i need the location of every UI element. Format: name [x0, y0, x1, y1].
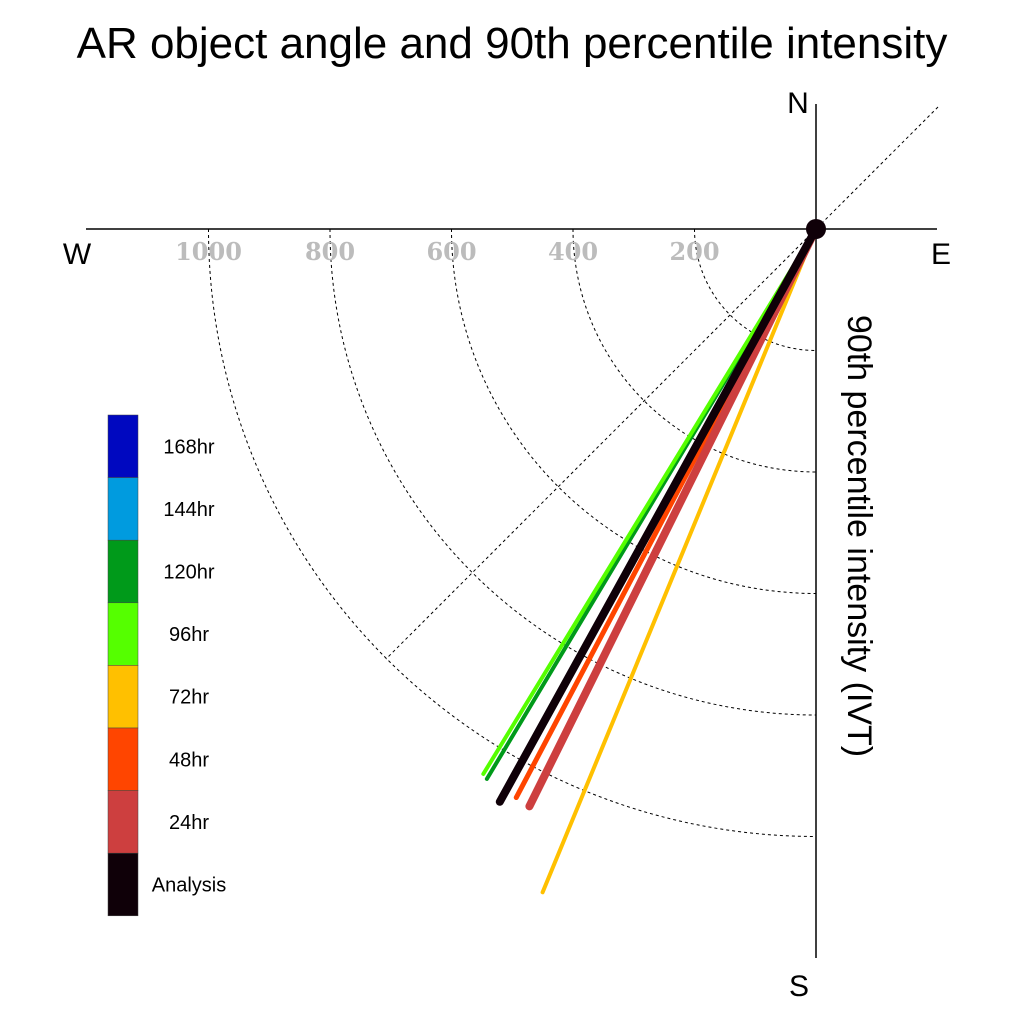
legend-swatch-96hr [107, 602, 139, 666]
legend-label-120hr: 120hr [163, 562, 214, 584]
legend-swatch-24hr [107, 790, 139, 854]
legend-label-144hr: 144hr [163, 499, 214, 521]
diagonal-reference-line [385, 106, 939, 660]
grid-ring-800 [329, 228, 817, 716]
legend-swatch-48hr [107, 727, 139, 791]
radial-axis-label: 90th percentile intensity (IVT) [840, 315, 878, 757]
grid-ring-1000 [208, 228, 817, 837]
vector-series [481, 225, 820, 895]
legend: 168hr 144hr 120hr 96hr 72hr 48hr 24hr Analysis [107, 414, 226, 917]
compass-west: W [63, 238, 92, 271]
radial-tick-labels: 200 400 600 800 1000 [175, 237, 719, 266]
legend-swatch-72hr [107, 665, 139, 729]
compass-east: E [931, 238, 951, 271]
legend-swatch-120hr [107, 539, 139, 604]
legend-label-72hr: 72hr [169, 687, 209, 709]
legend-swatch-analysis [107, 852, 139, 917]
radial-tick-600: 600 [426, 237, 476, 266]
grid-ring-600 [451, 228, 817, 594]
grid-ring-400 [572, 228, 817, 473]
vector-96hr [481, 227, 818, 776]
legend-label-analysis: Analysis [152, 875, 226, 897]
radial-tick-800: 800 [305, 237, 355, 266]
vector-24hr [525, 225, 820, 811]
legend-label-168hr: 168hr [163, 436, 214, 458]
vector-72hr [540, 227, 818, 895]
legend-swatch-144hr [107, 477, 139, 541]
legend-swatch-168hr [107, 414, 139, 478]
radial-tick-200: 200 [669, 237, 719, 266]
legend-label-48hr: 48hr [169, 749, 209, 771]
origin-marker [806, 219, 826, 239]
compass-south: S [789, 970, 809, 1003]
grid-ring-200 [694, 228, 817, 351]
compass-north: N [787, 87, 809, 120]
compass-axes [86, 104, 937, 958]
polar-grid [208, 106, 939, 837]
radial-tick-1000: 1000 [175, 237, 242, 266]
chart-title: AR object angle and 90th percentile inte… [77, 19, 948, 68]
legend-label-96hr: 96hr [169, 624, 209, 646]
vector-analysis [495, 225, 820, 806]
legend-label-24hr: 24hr [169, 812, 209, 834]
radial-tick-400: 400 [548, 237, 598, 266]
